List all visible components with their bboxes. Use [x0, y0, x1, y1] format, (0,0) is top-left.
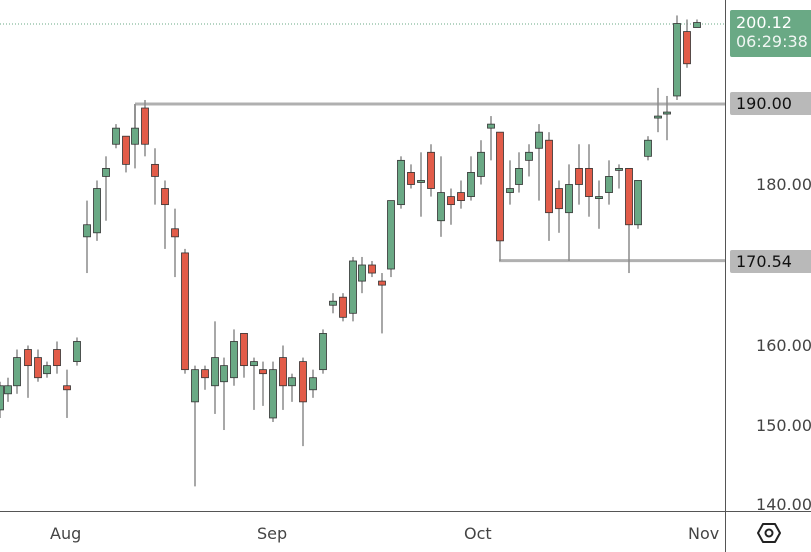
candle [288, 373, 296, 402]
level-badge-170: 170.54 [730, 250, 811, 273]
price-tick-140: 140.00 [756, 495, 811, 514]
candle [525, 144, 533, 177]
last-price-value: 200.12 [736, 13, 792, 32]
candle [496, 131, 504, 261]
candle [329, 293, 337, 314]
candle [387, 200, 395, 278]
candle [240, 333, 248, 378]
chart-settings-button[interactable] [725, 511, 811, 552]
bar-countdown: 06:29:38 [736, 32, 808, 51]
candle [230, 329, 238, 386]
candle [663, 95, 671, 141]
candle [73, 337, 81, 366]
candle [0, 381, 4, 418]
time-tick-sep: Sep [257, 524, 288, 543]
candle [112, 124, 120, 149]
candle [358, 256, 366, 294]
candle [644, 136, 652, 161]
price-axis[interactable]: 200.12 06:29:38 190.00 180.00 170.54 160… [725, 0, 811, 514]
candle [506, 160, 514, 205]
candle [605, 160, 613, 205]
candle [477, 140, 485, 185]
candle [417, 152, 425, 217]
candle [565, 164, 573, 261]
settings-hexagon-icon [757, 523, 781, 543]
candle [457, 180, 465, 209]
candle [24, 345, 32, 398]
candle [427, 144, 435, 197]
candle [585, 144, 593, 217]
candle [339, 293, 347, 322]
candle [53, 341, 61, 374]
candle [683, 19, 691, 68]
candle [4, 377, 12, 402]
candle [654, 87, 662, 133]
candle [43, 361, 51, 378]
candle [437, 156, 445, 237]
candle [407, 164, 415, 189]
last-price-badge: 200.12 06:29:38 [730, 10, 811, 57]
price-tick-180: 180.00 [756, 175, 811, 194]
candle [625, 167, 633, 274]
candle [487, 116, 495, 161]
time-axis[interactable]: Aug Sep Oct Nov [0, 511, 725, 552]
candle [397, 156, 405, 209]
candle [535, 124, 543, 201]
candle [673, 15, 681, 100]
candle [191, 365, 199, 487]
candle [634, 180, 642, 229]
candle [131, 104, 139, 169]
candle [309, 369, 317, 398]
candle [349, 256, 357, 322]
candle [34, 349, 42, 382]
candle [13, 349, 21, 394]
chart-plot-area[interactable] [0, 0, 725, 511]
candle [211, 321, 219, 414]
price-tick-150: 150.00 [756, 416, 811, 435]
candle [259, 361, 267, 406]
time-tick-oct: Oct [464, 524, 492, 543]
time-tick-aug: Aug [50, 524, 82, 543]
candle [299, 357, 307, 447]
candlestick-plot[interactable] [0, 0, 725, 511]
candle [319, 329, 327, 374]
candle [279, 345, 287, 410]
candle [575, 144, 583, 205]
candle [93, 180, 101, 241]
candle [181, 248, 189, 374]
candle [161, 180, 169, 249]
candle [171, 208, 179, 278]
candle [368, 260, 376, 278]
candle [447, 188, 455, 225]
time-tick-nov: Nov [688, 524, 720, 543]
candle [151, 148, 159, 205]
candle [595, 180, 603, 229]
candle [122, 135, 130, 173]
candle [269, 361, 277, 422]
candle [545, 132, 553, 241]
candle [250, 357, 258, 410]
candle [515, 152, 523, 193]
candle [83, 200, 91, 274]
candle [141, 99, 149, 157]
candle [63, 369, 71, 418]
candle [220, 357, 228, 431]
candle [467, 156, 475, 201]
candle [102, 156, 110, 221]
price-tick-160: 160.00 [756, 336, 811, 355]
candle [615, 164, 623, 189]
candle [693, 19, 701, 28]
level-badge-190: 190.00 [730, 92, 811, 115]
candle [378, 273, 386, 334]
candle [555, 180, 563, 233]
candle [201, 365, 209, 390]
